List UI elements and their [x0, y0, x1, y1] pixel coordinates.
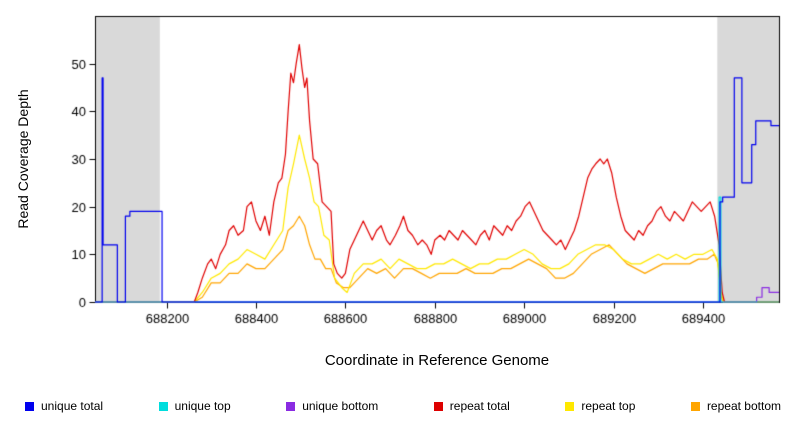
legend-item: unique bottom [286, 399, 378, 413]
legend-label: unique bottom [302, 399, 379, 413]
legend-item: unique top [158, 399, 231, 413]
legend-swatch [286, 401, 296, 411]
legend-swatch [433, 401, 443, 411]
legend-label: repeat total [449, 399, 510, 413]
legend-label: repeat top [581, 399, 636, 413]
legend: unique total unique top unique bottom repea… [25, 399, 781, 413]
legend-swatch [25, 401, 34, 411]
legend-item: unique total [25, 399, 103, 413]
legend-item: repeat total [433, 399, 510, 413]
legend-label: unique total [41, 399, 104, 413]
legend-swatch [565, 401, 575, 411]
legend-swatch [690, 401, 700, 411]
legend-label: unique top [174, 399, 231, 413]
legend-item: repeat bottom [690, 399, 781, 413]
legend-swatch [158, 401, 168, 411]
chart-canvas [0, 0, 792, 345]
x-axis-label: Coordinate in Reference Genome [324, 352, 550, 369]
legend-label: repeat bottom [706, 399, 781, 413]
y-axis-label: Read Coverage Depth [15, 89, 31, 229]
legend-item: repeat top [565, 399, 635, 413]
